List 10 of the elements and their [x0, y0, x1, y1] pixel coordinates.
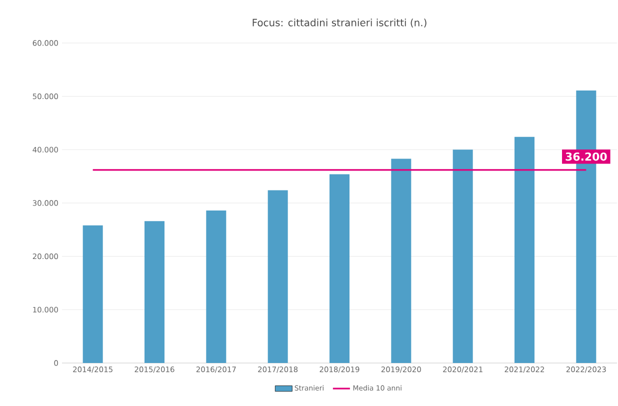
bar	[82, 225, 103, 363]
annotation: 36.200	[566, 152, 607, 161]
bar	[206, 210, 226, 363]
bar	[268, 190, 288, 363]
bar	[391, 158, 412, 363]
bar	[452, 150, 473, 363]
bar	[514, 136, 534, 363]
bar	[144, 221, 164, 363]
chart-title: Focus: cittadini stranieri iscritti (n.)	[252, 18, 426, 28]
bar	[330, 174, 350, 363]
